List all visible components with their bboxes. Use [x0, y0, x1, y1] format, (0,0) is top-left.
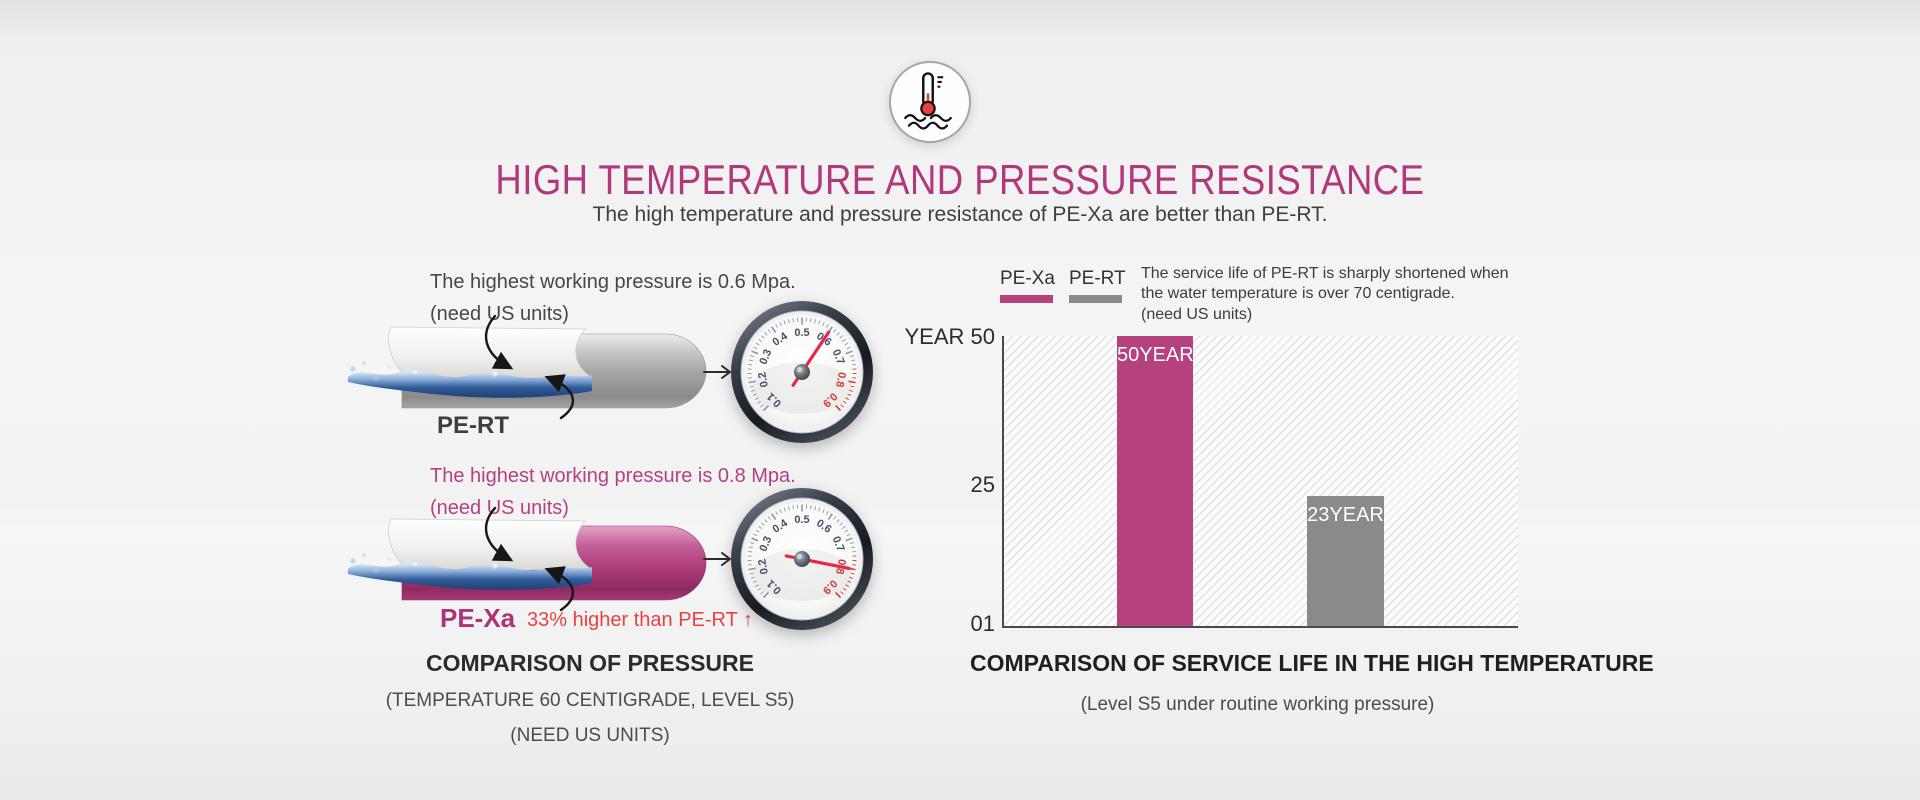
flow-arrow-icon: [703, 365, 731, 379]
pexa-units-text: (need US units): [430, 497, 569, 519]
water-flow-graphic: [348, 562, 592, 590]
annotation-arrow-down-icon: [484, 314, 514, 370]
svg-text:0.8: 0.8: [833, 371, 848, 388]
svg-text:0.7: 0.7: [830, 348, 847, 367]
legend-label-pexa: PE-Xa: [1000, 268, 1055, 289]
annotation-arrow-down-icon: [484, 506, 514, 562]
thermometer-icon: [904, 72, 952, 130]
annotation-arrow-up-icon: [544, 566, 574, 612]
pexa-pipe-illustration: [345, 506, 710, 612]
pressure-caption-sub1: (TEMPERATURE 60 CENTIGRADE, LEVEL S5): [385, 690, 795, 711]
pressure-caption-block: COMPARISON OF PRESSURE (TEMPERATURE 60 C…: [315, 650, 865, 747]
pipe-cutaway-shell: [388, 326, 593, 380]
legend-swatch-pexa: [1000, 295, 1053, 303]
pexa-pressure-gauge: 0.1 0.2 0.3 0.4 0.5 0.6 0.7 0.8 0.9: [726, 483, 878, 635]
page-title: HIGH TEMPERATURE AND PRESSURE RESISTANCE: [0, 156, 1920, 204]
page-title-text: HIGH TEMPERATURE AND PRESSURE RESISTANCE: [495, 156, 1425, 203]
chart-note-line1: The service life of PE-RT is sharply sho…: [1141, 265, 1509, 282]
water-flow-graphic: [348, 370, 592, 398]
pert-pipe-label: PE-RT: [437, 412, 509, 439]
pert-pressure-text: The highest working pressure is 0.6 Mpa.: [430, 271, 796, 293]
legend-swatch-pert: [1069, 295, 1122, 303]
ytick-top: YEAR 50: [904, 324, 996, 349]
chart-note-line2: the water temperature is over 70 centigr…: [1141, 285, 1455, 303]
chart-caption-title: COMPARISON OF SERVICE LIFE IN THE HIGH T…: [970, 650, 1654, 676]
chart-note-line3: (need US units): [1141, 305, 1253, 323]
pexa-pressure-text: The highest working pressure is 0.8 Mpa.: [430, 465, 796, 487]
ytick-bottom: 01: [970, 611, 995, 636]
svg-text:0.2: 0.2: [756, 558, 771, 575]
page-subtitle: The high temperature and pressure resist…: [592, 203, 1328, 226]
pipe-cutaway-shell: [388, 518, 593, 572]
pert-units-text: (need US units): [430, 303, 569, 325]
svg-text:0.5: 0.5: [794, 327, 809, 339]
pexa-comparison-note: 33% higher than PE-RT ↑: [527, 609, 754, 631]
ytick-mid: 25: [970, 472, 995, 497]
svg-text:0.7: 0.7: [830, 535, 847, 554]
header-icon-badge: [889, 61, 971, 143]
annotation-arrow-up-icon: [544, 374, 574, 420]
pert-pipe-illustration: [345, 314, 710, 420]
pexa-pipe-label: PE-Xa: [440, 603, 516, 633]
svg-text:0.3: 0.3: [757, 348, 774, 367]
pert-pressure-gauge: 0.10.20.30.40.50.60.70.80.9: [726, 296, 878, 448]
chart-caption-block: COMPARISON OF SERVICE LIFE IN THE HIGH T…: [970, 650, 1654, 716]
chart-plot-area: 50YEAR 23YEAR: [1002, 336, 1518, 628]
bar-label-pert: 23YEAR: [1307, 503, 1384, 526]
svg-text:0.5: 0.5: [794, 514, 809, 526]
bar-pexa: 50YEAR: [1117, 336, 1194, 626]
bar-label-pexa: 50YEAR: [1117, 344, 1194, 366]
flow-arrow-icon: [703, 552, 731, 566]
pressure-caption-title: COMPARISON OF PRESSURE: [426, 650, 754, 676]
chart-caption-sub: (Level S5 under routine working pressure…: [1080, 694, 1435, 715]
bar-pert: 23YEAR: [1307, 495, 1384, 626]
pressure-caption-sub2: (NEED US UNITS): [510, 725, 670, 746]
legend-label-pert: PE-RT: [1069, 268, 1126, 289]
chart-note: The service life of PE-RT is sharply sho…: [1141, 264, 1509, 325]
svg-text:0.2: 0.2: [756, 371, 771, 388]
svg-text:0.3: 0.3: [757, 535, 774, 554]
